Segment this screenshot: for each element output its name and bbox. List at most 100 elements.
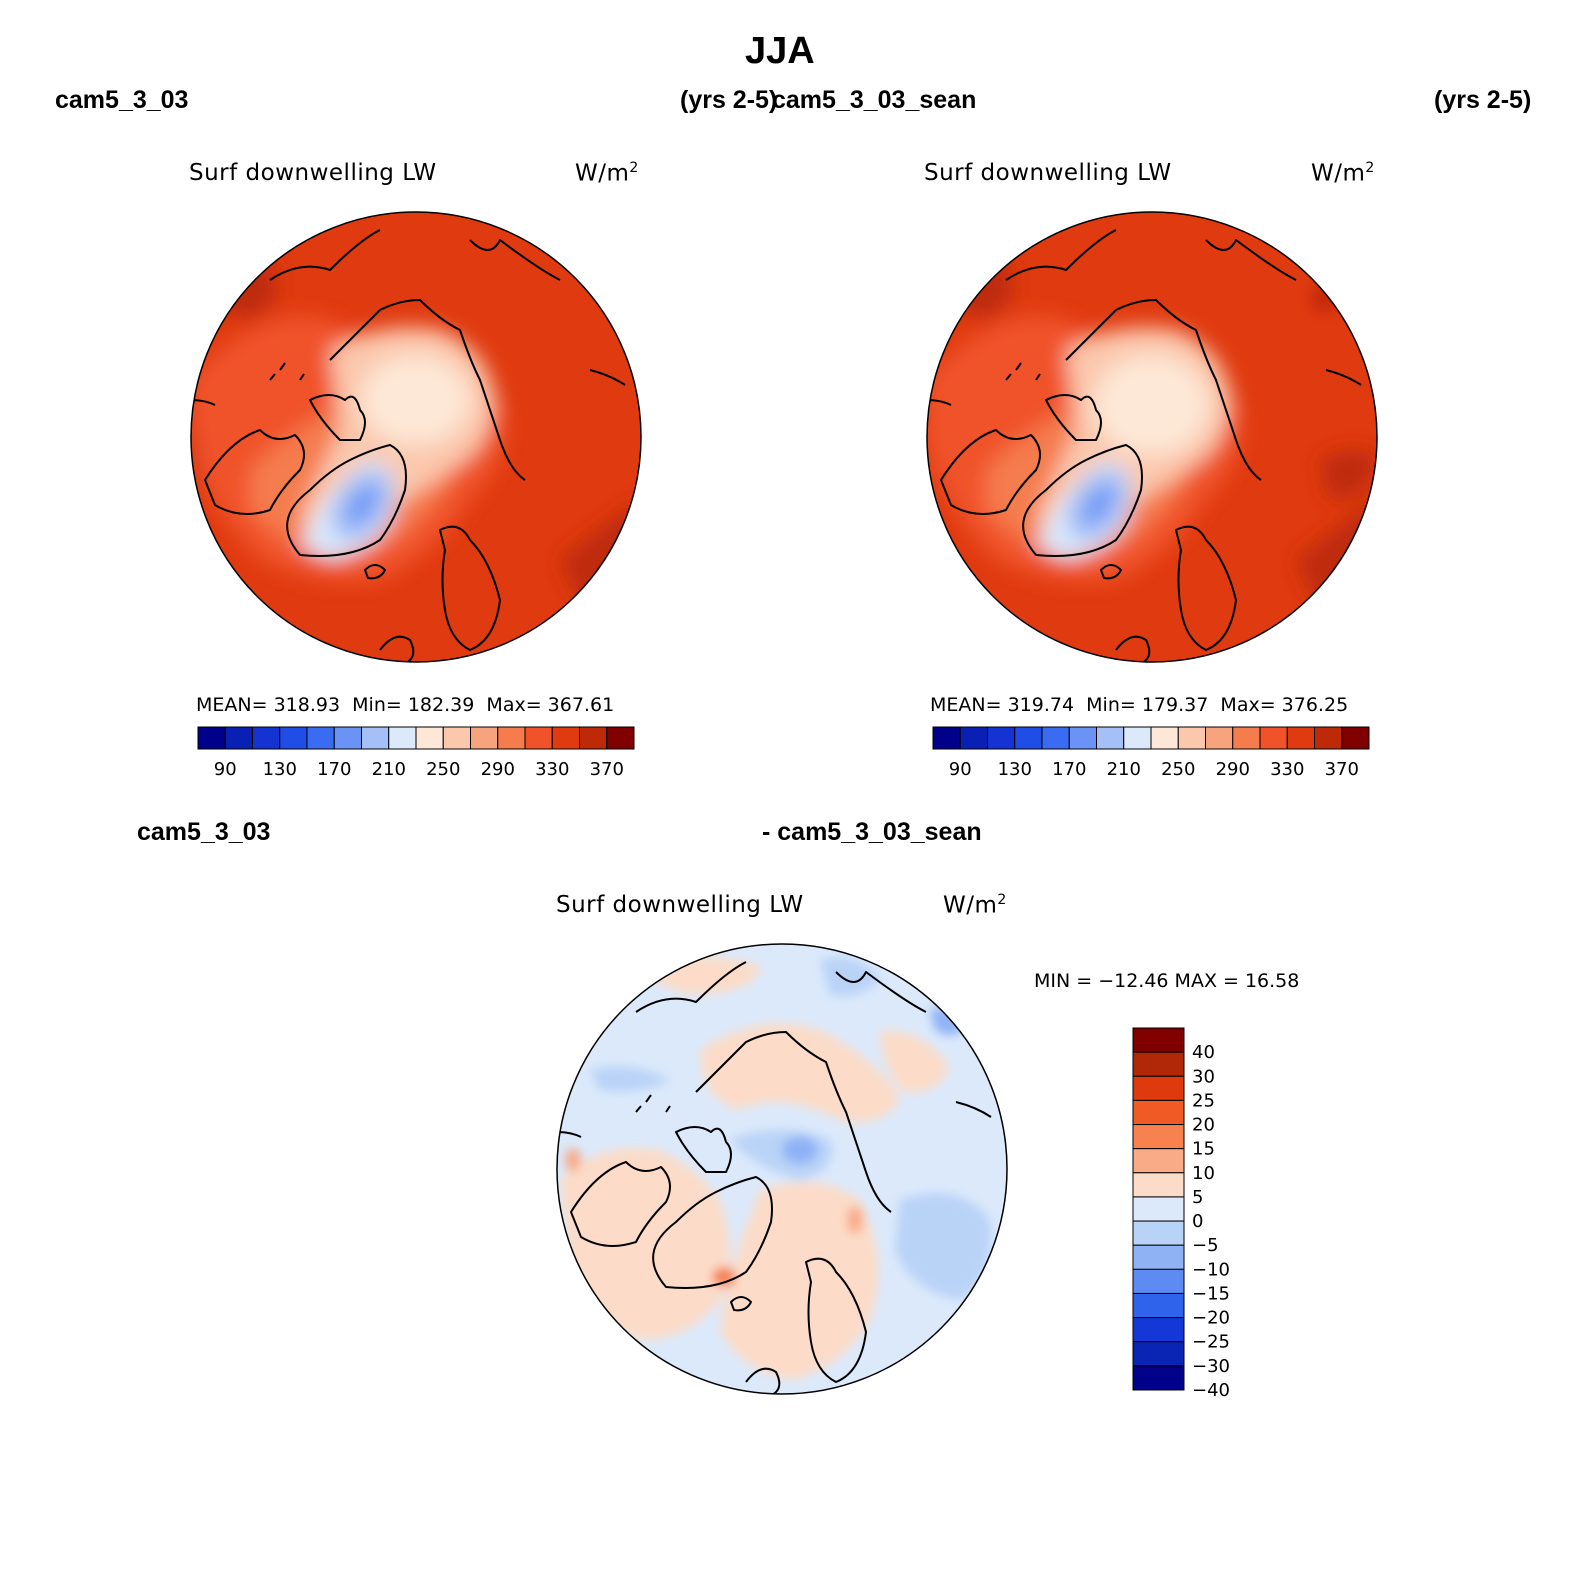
colorbar-tick-label: 330 — [1270, 759, 1304, 780]
map-diff-field — [557, 944, 1007, 1394]
colorbar-swatch — [1286, 726, 1315, 750]
panel-right-units: W/m2 — [1311, 160, 1375, 187]
colorbar-swatch — [1041, 726, 1070, 750]
units-base: W/m — [575, 160, 630, 187]
colorbar-tick-label: 330 — [535, 759, 569, 780]
colorbar-swatch — [1132, 1099, 1185, 1126]
colorbar-tick-label: −10 — [1192, 1259, 1230, 1280]
map-diff-coastlines — [557, 961, 992, 1394]
colorbar-swatch — [388, 726, 417, 750]
colorbar-tick-label: −30 — [1192, 1356, 1230, 1377]
colorbar-swatch — [470, 726, 499, 750]
diff-minmax: MIN = −12.46 MAX = 16.58 — [1034, 970, 1300, 992]
colorbar-swatch — [415, 726, 444, 750]
colorbar-swatch — [306, 726, 335, 750]
colorbar-tick-label: 30 — [1192, 1066, 1215, 1087]
colorbar-tick-label: 40 — [1192, 1042, 1215, 1063]
colorbar-swatch — [579, 726, 608, 750]
max-value: 376.25 — [1281, 694, 1349, 716]
map-right-coastlines — [927, 229, 1362, 662]
colorbar-swatch — [1132, 1268, 1185, 1294]
colorbar-swatch — [1132, 1051, 1185, 1077]
colorbar-swatch — [524, 726, 553, 750]
colorbar-tick-label: 210 — [1107, 759, 1141, 780]
colorbar-swatch — [1132, 1365, 1185, 1391]
colorbar-swatch — [1177, 726, 1206, 750]
min-value: 182.39 — [407, 694, 475, 716]
colorbar-tick-label: 25 — [1192, 1090, 1215, 1111]
map-right — [926, 211, 1378, 663]
mean-label: MEAN= — [930, 694, 1002, 716]
colorbar-swatch — [497, 726, 526, 750]
colorbar-tick-label: 130 — [263, 759, 297, 780]
map-left-coastlines — [191, 229, 626, 662]
colorbar-swatch — [1096, 726, 1125, 750]
colorbar-swatch — [1132, 1075, 1185, 1101]
colorbar-swatch — [224, 726, 253, 750]
colorbar-tick-label: 250 — [1161, 759, 1195, 780]
map-left-field — [191, 212, 641, 662]
colorbar-tick-label: 15 — [1192, 1139, 1215, 1160]
diff-variable: Surf downwelling LW — [556, 892, 804, 918]
panel-right-years-label: (yrs 2-5) — [1434, 86, 1532, 114]
colorbar-swatch — [1314, 726, 1343, 750]
colorbar-tick-label: −5 — [1192, 1235, 1219, 1256]
colorbar-swatch — [442, 726, 471, 750]
colorbar-tick-label: 170 — [1052, 759, 1086, 780]
colorbar-swatch — [1150, 726, 1179, 750]
min-label: Min= — [352, 694, 402, 716]
panel-left-variable: Surf downwelling LW — [189, 160, 437, 186]
mean-label: MEAN= — [196, 694, 268, 716]
max-label: Max= — [1220, 694, 1276, 716]
units-base: W/m — [943, 892, 998, 919]
colorbar-swatch — [987, 726, 1016, 750]
colorbar-tick-label: 370 — [1325, 759, 1359, 780]
colorbar-swatch — [252, 726, 281, 750]
panel-right-variable: Surf downwelling LW — [924, 160, 1172, 186]
colorbar-tick-label: 290 — [1216, 759, 1250, 780]
min-value: 179.37 — [1141, 694, 1209, 716]
colorbar-tick-label: −15 — [1192, 1283, 1230, 1304]
colorbar-swatch — [1123, 726, 1152, 750]
colorbar-swatch — [606, 726, 635, 750]
colorbar-tick-label: 20 — [1192, 1115, 1215, 1136]
colorbar-tick-label: 90 — [949, 759, 972, 780]
colorbar-tick-label: 170 — [317, 759, 351, 780]
colorbar-swatch — [1132, 1292, 1185, 1319]
colorbar-tick-label: 370 — [590, 759, 624, 780]
colorbar-swatch — [551, 726, 580, 750]
map-diff-border — [556, 943, 1008, 1395]
colorbar-swatch — [1132, 1317, 1185, 1343]
panel-left-units: W/m2 — [575, 160, 639, 187]
colorbar-tick-label: 0 — [1192, 1211, 1203, 1232]
map-diff — [556, 943, 1008, 1395]
colorbar-tick-label: 130 — [998, 759, 1032, 780]
mean-value: 319.74 — [1007, 694, 1075, 716]
colorbar-tick-label: −25 — [1192, 1332, 1230, 1353]
colorbar-tick-label: 290 — [481, 759, 515, 780]
colorbar-swatch — [1014, 726, 1043, 750]
colorbar-diff: 40 30 25 20 15 10 5 0 −5 −10 −15 −20 −25 −30 −40 — [1132, 1027, 1230, 1401]
colorbar-swatch — [279, 726, 308, 750]
colorbar-swatch — [1341, 726, 1370, 750]
colorbar-tick-label: −40 — [1192, 1380, 1230, 1401]
colorbar-swatch — [1259, 726, 1288, 750]
map-left — [190, 211, 642, 663]
panel-left-case-label: cam5_3_03 — [55, 86, 189, 114]
colorbar-swatch — [1132, 1124, 1185, 1150]
max-label: Max= — [486, 694, 542, 716]
diff-right-label: - cam5_3_03_sean — [762, 818, 982, 846]
units-exponent: 2 — [1365, 160, 1375, 176]
panel-right-stats: MEAN= 319.74 Min= 179.37 Max= 376.25 — [930, 694, 1348, 716]
min-label: Min= — [1086, 694, 1136, 716]
colorbar-right: 90 130 170 210 250 290 330 370 — [932, 726, 1370, 780]
colorbar-swatch — [1132, 1220, 1185, 1246]
diff-units: W/m2 — [943, 892, 1007, 919]
max-value: 367.61 — [547, 694, 615, 716]
colorbar-swatch — [1232, 726, 1261, 750]
colorbar-swatch — [1068, 726, 1097, 750]
colorbar-tick-label: 90 — [214, 759, 237, 780]
colorbar-tick-label: −20 — [1192, 1308, 1230, 1329]
